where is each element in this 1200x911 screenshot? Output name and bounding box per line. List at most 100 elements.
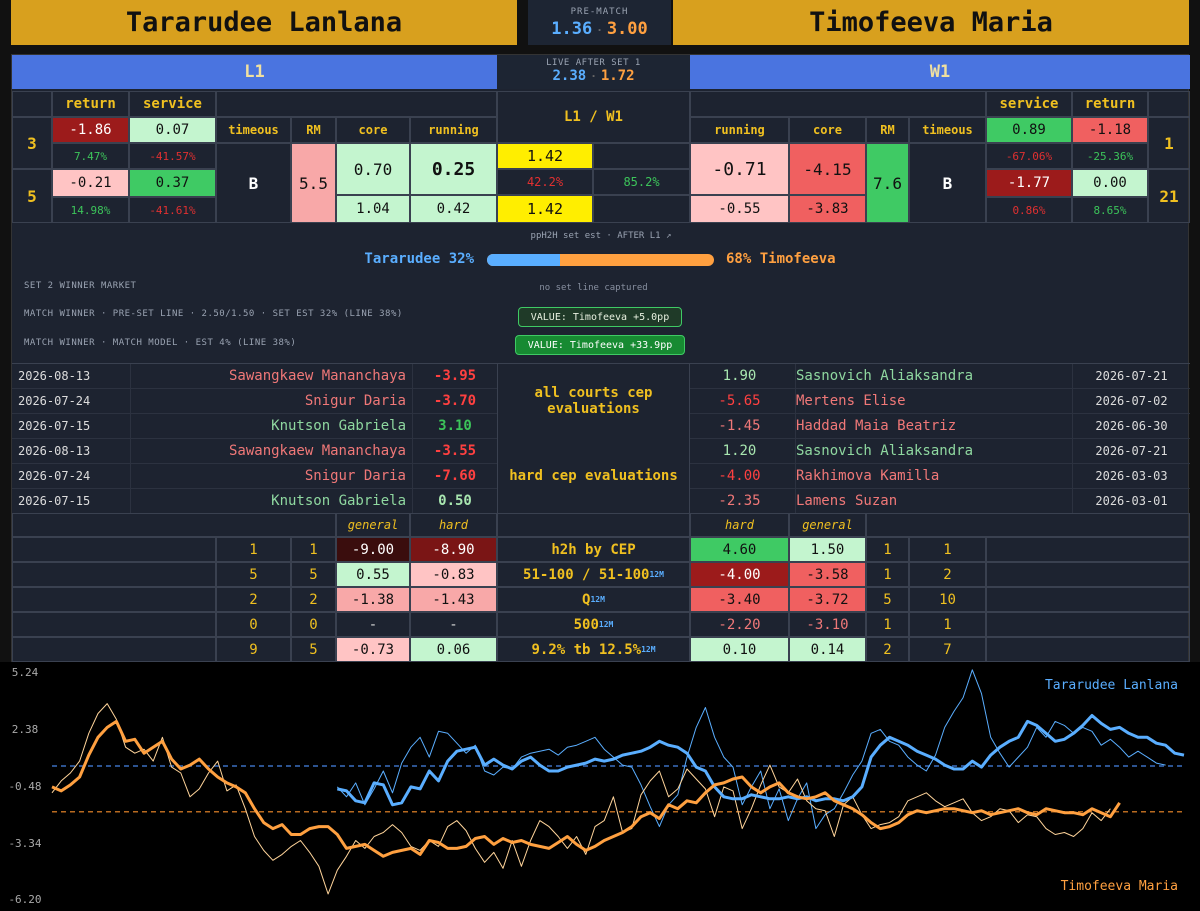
running-value-right-2: -0.55 — [690, 195, 789, 223]
running-value-right-1: -0.71 — [690, 143, 789, 195]
core-value-right-1: -4.15 — [789, 143, 866, 195]
match-header: Tararudee Lanlana PRE-MATCH 1.36 · 3.00 Ti… — [0, 0, 1200, 50]
return-value-2: -0.21 — [52, 169, 129, 197]
core-value-2: 1.04 — [336, 195, 410, 223]
history-date: 2026-03-03 — [1072, 463, 1190, 489]
core-header: core — [336, 117, 410, 143]
empty-cell — [12, 637, 216, 662]
h2h-count-right-a: 2 — [866, 637, 909, 662]
return-value-right-1: -1.18 — [1072, 117, 1148, 143]
h2h-label-text: 51-100 / 51-100 — [523, 566, 650, 583]
empty-cell — [497, 513, 690, 537]
return-value-1: -1.86 — [52, 117, 129, 143]
empty-cell — [12, 513, 336, 537]
market-match-model: MATCH WINNER · MATCH MODEL · EST 4% (LIN… — [24, 338, 297, 348]
history-value: -2.35 — [718, 493, 761, 509]
timeous-header: timeous — [216, 117, 291, 143]
return-header-right: return — [1072, 91, 1148, 117]
history-row-left: 2026-07-24 Snigur Daria -3.70 — [12, 388, 497, 414]
history-date: 2026-07-15 — [18, 494, 91, 508]
h2h-count-right-b: 2 — [909, 562, 986, 587]
period-tag: 12M — [641, 645, 656, 654]
service-value-right-2: -1.77 — [986, 169, 1072, 197]
h2h-count-left-a: 1 — [216, 537, 291, 562]
empty-cell — [12, 587, 216, 612]
empty-cell — [216, 91, 497, 117]
history-value: 1.20 — [722, 443, 757, 459]
center-value-1: 1.42 — [497, 143, 593, 169]
history-value: -1.45 — [718, 418, 761, 434]
h2h-row-label: 500 12M — [497, 612, 690, 637]
h2h-general-right: 0.14 — [789, 637, 866, 662]
history-opponent: Haddad Maia Beatriz — [795, 413, 956, 439]
prematch-label: PRE-MATCH — [570, 7, 629, 17]
history-date: 2026-07-24 — [18, 394, 91, 408]
center-pct-2: 85.2% — [593, 169, 690, 195]
separator: · — [590, 70, 597, 83]
return-pct-right-2: 8.65% — [1072, 197, 1148, 223]
history-row-right: -2.35 Lamens Suzan 2026-03-01 — [690, 488, 1190, 514]
center-title: L1 / W1 — [497, 91, 690, 143]
history-value: -7.60 — [412, 463, 497, 489]
empty-cell — [986, 637, 1190, 662]
h2h-count-right-a: 1 — [866, 612, 909, 637]
h2h-general-left: -0.73 — [336, 637, 410, 662]
history-row-left: 2026-07-15 Knutson Gabriela 3.10 — [12, 413, 497, 439]
h2h-count-right-b: 1 — [909, 612, 986, 637]
live-label: LIVE AFTER SET 1 — [546, 58, 641, 68]
return-pct-right-1: -25.36% — [1072, 143, 1148, 169]
history-value: 0.50 — [412, 488, 497, 514]
history-opponent: Rakhimova Kamilla — [795, 463, 939, 489]
h2h-hard-right: 0.10 — [690, 637, 789, 662]
running-value-2: 0.42 — [410, 195, 497, 223]
legend-right-player: Timofeeva Maria — [1060, 879, 1178, 894]
series-line-thin-right — [51, 703, 1111, 895]
h2h-hard-header-right: hard — [690, 513, 789, 537]
h2h-count-left-a: 9 — [216, 637, 291, 662]
service-pct-1: -41.57% — [129, 143, 216, 169]
history-mid-hard: hard cep evaluations — [497, 438, 690, 513]
history-value: 3.10 — [412, 413, 497, 439]
h2h-count-left-a: 0 — [216, 612, 291, 637]
h2h-hard-left: -8.90 — [410, 537, 497, 562]
history-mid-all: all courts cep evaluations — [497, 363, 690, 438]
rank-left-1: 3 — [12, 117, 52, 169]
empty-cell — [593, 143, 690, 169]
history-row-left: 2026-07-15 Knutson Gabriela 0.50 — [12, 488, 497, 514]
live-odds-left: 2.38 — [552, 68, 587, 84]
history-row-left: 2026-08-13 Sawangkaew Mananchaya -3.95 — [12, 363, 497, 389]
h2h-count-left-a: 2 — [216, 587, 291, 612]
history-opponent: Sawangkaew Mananchaya — [130, 438, 406, 464]
rank-left-2: 5 — [12, 169, 52, 223]
y-tick: 5.24 — [11, 666, 39, 679]
y-tick: -6.20 — [8, 893, 42, 906]
y-tick: 2.38 — [11, 723, 39, 736]
live-odds: LIVE AFTER SET 1 2.38 · 1.72 — [497, 55, 690, 89]
empty-cell — [12, 562, 216, 587]
h2h-hard-right: -3.40 — [690, 587, 789, 612]
period-tag: 12M — [590, 595, 605, 604]
rank-right-2: 21 — [1148, 169, 1190, 223]
h2h-table: 1 1 -9.00 -8.90 h2h by CEP 4.60 1.50 1 1… — [12, 537, 1190, 663]
empty-cell — [986, 587, 1190, 612]
running-value-1: 0.25 — [410, 143, 497, 195]
rm-header-right: RM — [866, 117, 909, 143]
history-date: 2026-08-13 — [18, 369, 91, 383]
return-pct-1: 7.47% — [52, 143, 129, 169]
history-opponent: Lamens Suzan — [795, 488, 897, 514]
history-value: -5.65 — [718, 393, 761, 409]
center-value-2: 1.42 — [497, 195, 593, 223]
service-value-2: 0.37 — [129, 169, 216, 197]
history-opponent: Snigur Daria — [130, 463, 406, 489]
set-result-left: L1 — [12, 55, 497, 89]
stats-panel: L1 LIVE AFTER SET 1 2.38 · 1.72 W1 return … — [11, 54, 1190, 663]
separator: · — [596, 24, 603, 37]
h2h-count-right-a: 1 — [866, 562, 909, 587]
h2h-label-text: h2h by CEP — [551, 541, 636, 558]
legend-left-player: Tararudee Lanlana — [1044, 678, 1178, 693]
service-header: service — [129, 91, 216, 117]
h2h-row-label: 51-100 / 51-100 12M — [497, 562, 690, 587]
h2h-row-label: h2h by CEP — [497, 537, 690, 562]
h2h-hard-left: -1.43 — [410, 587, 497, 612]
h2h-count-right-b: 10 — [909, 587, 986, 612]
